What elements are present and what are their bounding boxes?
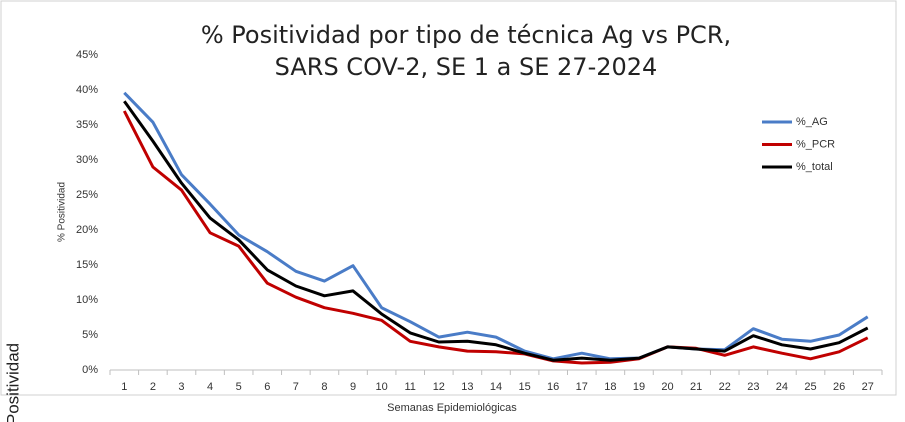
x-tick-label: 18 — [604, 381, 616, 393]
y-tick-label: 10% — [76, 294, 98, 306]
y-tick-label: 40% — [76, 84, 98, 96]
y-tick-label: 5% — [82, 329, 98, 341]
y-tick-label: 25% — [76, 189, 98, 201]
x-tick-label: 26 — [833, 381, 845, 393]
legend-label: %_AG — [796, 116, 828, 128]
x-tick-label: 7 — [293, 381, 299, 393]
y-tick-label: 0% — [82, 364, 98, 376]
x-tick-label: 10 — [376, 381, 388, 393]
x-tick-label: 24 — [776, 381, 788, 393]
x-tick-label: 14 — [490, 381, 502, 393]
x-tick-label: 8 — [321, 381, 327, 393]
x-tick-label: 3 — [178, 381, 184, 393]
y-tick-label: 20% — [76, 224, 98, 236]
x-tick-label: 12 — [433, 381, 445, 393]
y-tick-label: 30% — [76, 154, 98, 166]
x-tick-label: 9 — [350, 381, 356, 393]
x-tick-label: 27 — [862, 381, 874, 393]
legend-label: %_total — [796, 161, 833, 173]
legend-label: %_PCR — [796, 138, 835, 150]
series-line — [123, 100, 869, 362]
side-label: Positividad — [3, 343, 22, 422]
y-axis-label: % Positividad — [57, 182, 68, 242]
x-tick-label: 4 — [207, 381, 213, 393]
x-tick-label: 16 — [547, 381, 559, 393]
x-tick-label: 20 — [661, 381, 673, 393]
x-tick-label: 23 — [747, 381, 759, 393]
x-tick-label: 2 — [150, 381, 156, 393]
x-tick-label: 25 — [804, 381, 816, 393]
y-tick-label: 15% — [76, 259, 98, 271]
series-line — [123, 91, 869, 361]
x-tick-label: 13 — [461, 381, 473, 393]
chart-title: SARS COV-2, SE 1 a SE 27-2024 — [275, 53, 658, 81]
x-tick-label: 6 — [264, 381, 270, 393]
x-tick-label: 17 — [576, 381, 588, 393]
x-tick-label: 11 — [405, 381, 416, 393]
chart-title: % Positividad por tipo de técnica Ag vs … — [201, 21, 731, 49]
series-line — [122, 110, 869, 365]
chart-border — [0, 0, 897, 396]
x-tick-label: 21 — [690, 381, 702, 393]
x-tick-label: 1 — [121, 381, 127, 393]
x-tick-label: 15 — [518, 381, 530, 393]
y-tick-label: 35% — [76, 119, 98, 131]
x-tick-label: 22 — [719, 381, 731, 393]
y-tick-label: 45% — [76, 49, 98, 61]
x-tick-label: 5 — [236, 381, 242, 393]
x-tick-label: 19 — [633, 381, 645, 393]
x-axis-label: Semanas Epidemiológicas — [387, 402, 517, 414]
